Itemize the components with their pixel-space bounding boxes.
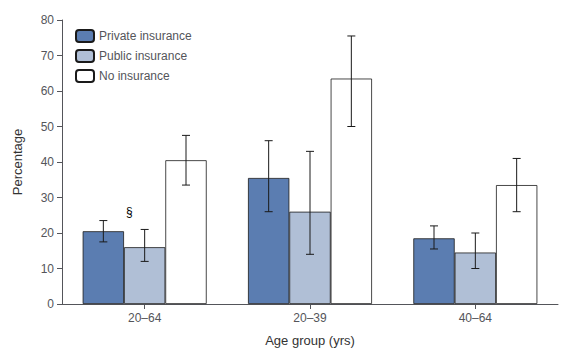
svg-text:20: 20 xyxy=(41,226,55,240)
svg-text:50: 50 xyxy=(41,120,55,134)
svg-text:§: § xyxy=(126,205,133,219)
svg-text:No insurance: No insurance xyxy=(99,69,170,83)
svg-text:Private insurance: Private insurance xyxy=(99,29,192,43)
svg-text:Percentage: Percentage xyxy=(10,129,25,196)
svg-text:60: 60 xyxy=(41,84,55,98)
svg-text:Age group (yrs): Age group (yrs) xyxy=(265,333,355,348)
svg-text:0: 0 xyxy=(47,297,54,311)
svg-text:10: 10 xyxy=(41,262,55,276)
svg-text:20–39: 20–39 xyxy=(293,311,327,325)
svg-text:20–64: 20–64 xyxy=(128,311,162,325)
svg-text:30: 30 xyxy=(41,191,55,205)
svg-text:40–64: 40–64 xyxy=(459,311,493,325)
svg-text:Public insurance: Public insurance xyxy=(99,49,187,63)
svg-text:70: 70 xyxy=(41,49,55,63)
svg-text:80: 80 xyxy=(41,13,55,27)
svg-text:40: 40 xyxy=(41,155,55,169)
